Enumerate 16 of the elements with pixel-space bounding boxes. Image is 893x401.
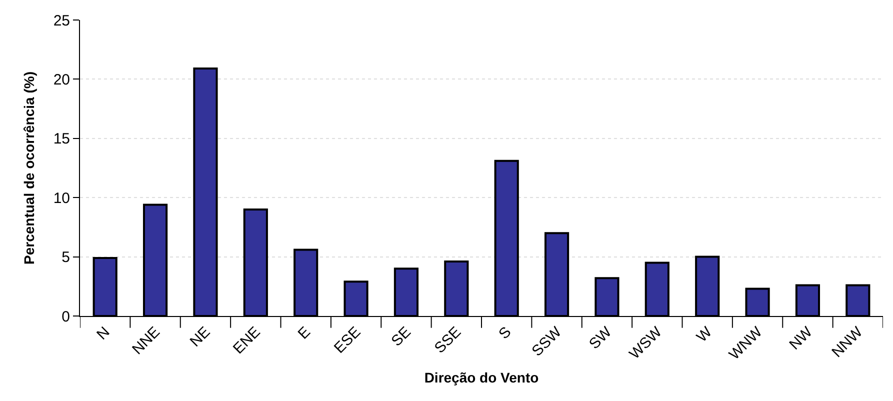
x-tick-label: S — [496, 324, 515, 343]
y-tick-label: 0 — [62, 308, 70, 326]
y-axis-title: Percentual de ocorrência (%) — [20, 72, 37, 264]
x-tick-label: SW — [586, 323, 616, 353]
x-axis-title: Direção do Vento — [424, 370, 539, 386]
y-tick-label: 10 — [53, 190, 70, 207]
x-tick-label: N — [94, 324, 114, 344]
x-tick-label: SE — [388, 324, 414, 350]
y-tick-label: 15 — [53, 130, 70, 148]
y-tick-label: 20 — [53, 71, 70, 88]
y-tick-label: 5 — [62, 249, 70, 266]
x-tick-label: NE — [186, 324, 214, 350]
x-tick-label: NW — [786, 323, 816, 354]
x-tick-label: E — [294, 324, 314, 343]
x-tick-label: W — [693, 323, 716, 346]
y-tick-label: 25 — [53, 12, 70, 30]
